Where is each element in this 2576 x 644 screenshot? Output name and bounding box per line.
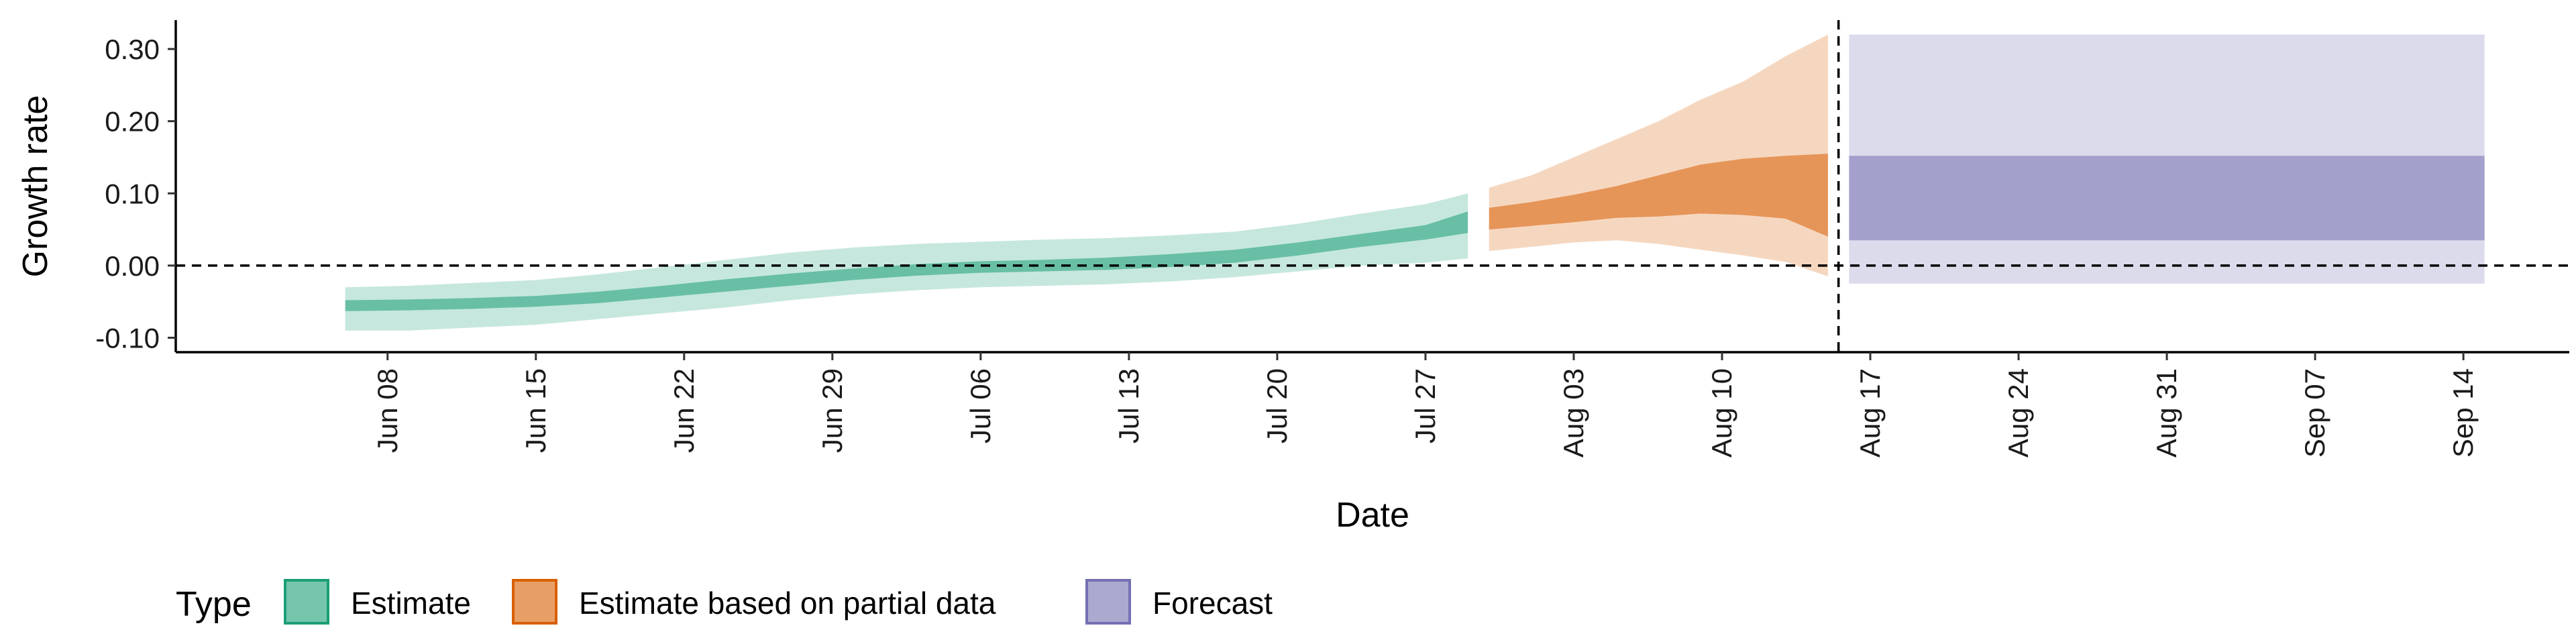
forecast-band-50 [1849, 156, 2485, 241]
y-tick-label: 0.30 [105, 34, 160, 65]
x-tick-label: Sep 07 [2299, 368, 2330, 458]
estimate-legend-label: Estimate [351, 586, 471, 621]
x-tick-label: Aug 31 [2151, 368, 2182, 458]
y-tick-label: 0.20 [105, 106, 160, 138]
legend-title: Type [176, 585, 252, 624]
estimate-band-50 [345, 211, 1468, 311]
x-tick-label: Jun 15 [520, 368, 551, 453]
y-axis-title: Growth rate [16, 95, 55, 278]
x-tick-label: Jun 22 [668, 368, 700, 453]
estimate-band-90 [345, 193, 1468, 331]
x-tick-label: Aug 24 [2002, 368, 2034, 458]
partial-estimate-band-50 [1489, 154, 1828, 237]
x-tick-label: Aug 17 [1854, 368, 1886, 458]
partial-estimate-legend-label: Estimate based on partial data [579, 586, 996, 621]
reference-lines [176, 20, 2569, 352]
legend: Type Estimate Estimate based on partial d… [176, 579, 1273, 625]
y-tick-label: 0.00 [105, 250, 160, 282]
partial-estimate-band-90 [1489, 34, 1828, 276]
y-tick-label: 0.10 [105, 178, 160, 209]
ribbons-layer [345, 34, 2485, 331]
x-axis-title: Date [1336, 496, 1409, 535]
x-tick-label: Jun 08 [372, 368, 403, 453]
forecast-legend-label: Forecast [1152, 586, 1273, 621]
x-tick-label: Jul 27 [1409, 368, 1441, 443]
y-tick-label: -0.10 [95, 322, 160, 354]
partial-estimate-legend-key [512, 579, 557, 625]
x-tick-label: Aug 10 [1706, 368, 1737, 458]
x-tick-label: Jun 29 [816, 368, 848, 453]
axes: -0.10 0.00 0.10 0.20 0.30 Jun 08 Jun 15 Jun 22 J… [95, 20, 2569, 458]
x-tick-label: Sep 14 [2447, 368, 2479, 458]
x-tick-label: Jul 13 [1113, 368, 1144, 443]
x-tick-label: Jul 20 [1261, 368, 1293, 443]
x-tick-label: Aug 03 [1558, 368, 1589, 458]
forecast-legend-key [1085, 579, 1131, 625]
estimate-legend-key [284, 579, 329, 625]
x-tick-label: Jul 06 [965, 368, 996, 443]
